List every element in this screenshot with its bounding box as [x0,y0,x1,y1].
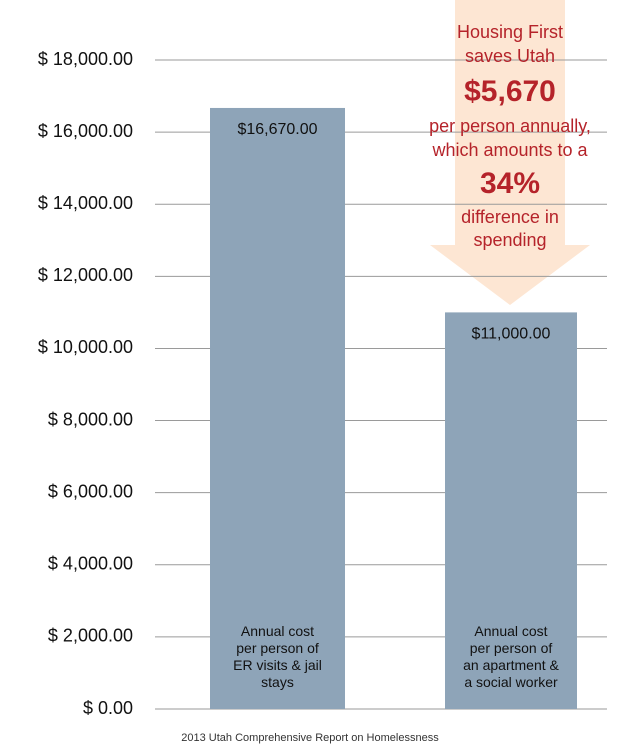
y-tick-label: $ 14,000.00 [38,193,133,213]
annotation: saves Utah [465,46,555,66]
bar [210,107,345,710]
annotation: per person annually, [429,116,591,136]
category-label: Annual cost per person of an apartment & a … [463,623,559,690]
source: 2013 Utah Comprehensive Report on Homele… [181,732,439,744]
annotation: spending [473,230,546,250]
annotation: difference in [461,207,559,227]
annotation: 34% [480,167,540,200]
y-tick-label: $ 6,000.00 [48,481,133,501]
annotation: $5,670 [464,75,556,108]
value-label: $11,000.00 [472,326,551,343]
y-tick-label: $ 0.00 [83,698,133,718]
y-tick-label: $ 10,000.00 [38,337,133,357]
arrow [430,0,590,305]
annotation: which amounts to a [431,140,588,160]
y-tick-label: $ 16,000.00 [38,121,133,141]
value-label: $16,670.00 [237,121,317,138]
y-tick-label: $ 18,000.00 [38,49,133,69]
category-label: Annual cost per person of ER visits & jail… [233,623,322,690]
y-tick-label: $ 4,000.00 [48,554,133,574]
bar [445,312,577,709]
y-tick-label: $ 8,000.00 [48,409,133,429]
y-tick-label: $ 12,000.00 [38,265,133,285]
annotation: Housing First [457,22,563,42]
y-tick-label: $ 2,000.00 [48,626,133,646]
